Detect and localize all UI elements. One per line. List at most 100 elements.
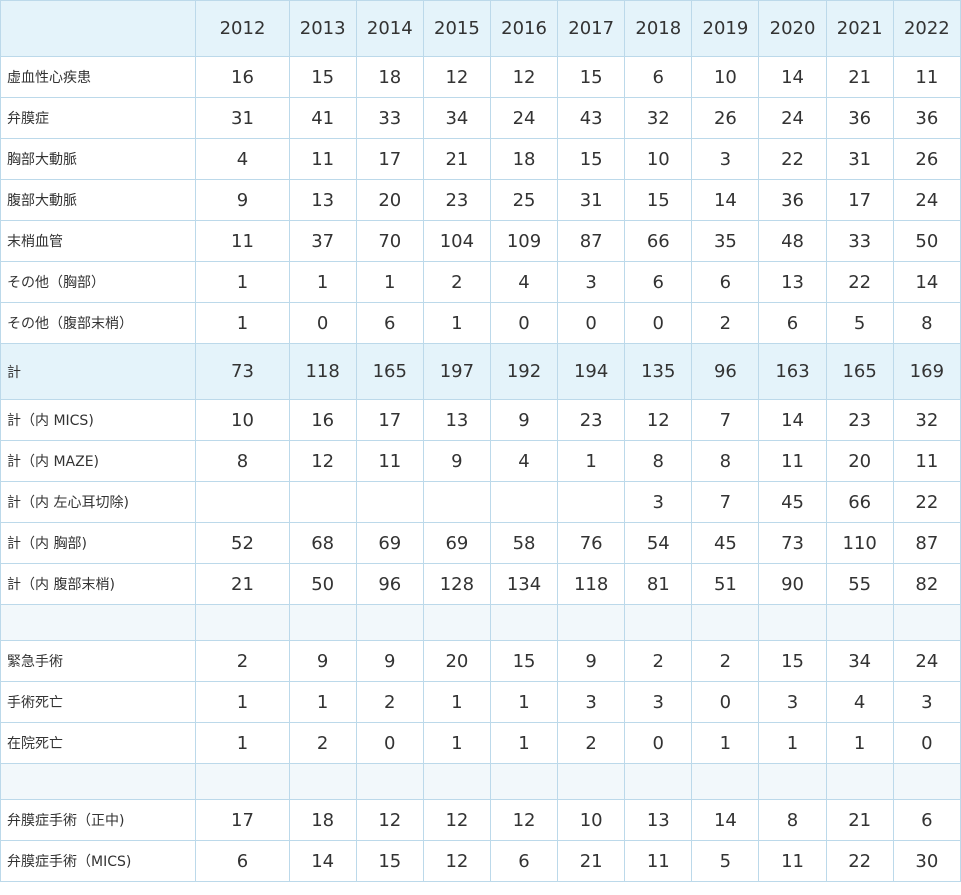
table-cell: 197 [422,343,491,400]
table-cell: 134 [489,563,559,605]
table-cell [422,763,491,800]
table-cell: 11 [288,138,357,180]
table-cell: 43 [557,97,626,139]
table-cell: 9 [355,640,424,682]
table-cell: 2 [355,681,424,723]
table-cell: 10 [195,399,290,441]
table-cell: 2 [288,722,357,764]
table-cell: 70 [355,220,424,262]
table-cell: 22 [825,261,894,303]
year-header-2014: 2014 [355,0,424,57]
table-cell: 1 [691,722,760,764]
row-label: 腹部大動脈 [0,179,197,221]
table-cell: 25 [489,179,559,221]
table-cell: 30 [892,840,961,882]
table-cell [825,763,894,800]
table-cell: 192 [489,343,559,400]
table-cell: 48 [758,220,827,262]
table-cell: 21 [557,840,626,882]
table-cell: 16 [288,399,357,441]
row-label: その他（胸部） [0,261,197,303]
table-cell: 6 [355,302,424,344]
table-row: 弁膜症手術（正中) 17 18 12 12 12 10 13 14 8 21 6 [0,799,961,841]
row-label: 計 [0,343,197,400]
year-header-2019: 2019 [691,0,760,57]
table-cell: 0 [557,302,626,344]
table-cell: 12 [489,799,559,841]
table-cell: 2 [422,261,491,303]
table-cell: 104 [422,220,491,262]
table-cell: 17 [355,138,424,180]
table-cell: 3 [557,261,626,303]
table-cell: 165 [355,343,424,400]
table-row: 計（内 胸部) 52 68 69 69 58 76 54 45 73 110 87 [0,522,961,564]
table-cell: 96 [355,563,424,605]
table-cell: 128 [422,563,491,605]
table-cell: 0 [691,681,760,723]
table-cell: 15 [489,640,559,682]
table-cell: 1 [288,261,357,303]
table-cell: 14 [758,56,827,98]
corner-header-cell [0,0,197,57]
table-cell: 66 [825,481,894,523]
table-cell: 12 [489,56,559,98]
table-cell: 6 [624,261,693,303]
table-cell: 6 [624,56,693,98]
table-cell: 6 [758,302,827,344]
table-cell: 87 [557,220,626,262]
table-row: 計（内 左心耳切除) 3 7 45 66 22 [0,481,961,523]
table-cell: 2 [691,640,760,682]
table-cell: 135 [624,343,693,400]
table-body: 虚血性心疾患 16 15 18 12 12 15 6 10 14 21 11 弁膜症 31 41 33 34 24… [0,56,961,882]
table-cell [758,604,827,641]
table-row: 弁膜症 31 41 33 34 24 43 32 26 24 36 36 [0,97,961,139]
year-header-2018: 2018 [624,0,693,57]
row-label: その他（腹部末梢） [0,302,197,344]
table-cell [422,604,491,641]
table-cell [355,763,424,800]
table-cell: 1 [195,261,290,303]
table-cell [288,481,357,523]
table-cell: 0 [489,302,559,344]
row-label: 弁膜症手術（正中) [0,799,197,841]
table-cell: 4 [825,681,894,723]
row-label: 計（内 腹部末梢) [0,563,197,605]
table-cell: 11 [758,440,827,482]
table-cell [825,604,894,641]
table-cell: 7 [691,399,760,441]
table-row: その他（腹部末梢） 1 0 6 1 0 0 0 2 6 5 8 [0,302,961,344]
table-cell: 12 [624,399,693,441]
table-cell: 87 [892,522,961,564]
row-label: 在院死亡 [0,722,197,764]
table-cell: 22 [825,840,894,882]
table-cell: 11 [892,56,961,98]
table-cell: 17 [825,179,894,221]
table-cell: 4 [489,261,559,303]
year-header-2020: 2020 [758,0,827,57]
table-cell: 9 [422,440,491,482]
table-cell: 54 [624,522,693,564]
row-label: 計（内 左心耳切除) [0,481,197,523]
table-cell: 9 [557,640,626,682]
table-row: 胸部大動脈 4 11 17 21 18 15 10 3 22 31 26 [0,138,961,180]
table-cell: 90 [758,563,827,605]
table-cell: 14 [691,179,760,221]
table-cell: 109 [489,220,559,262]
table-cell [691,604,760,641]
table-cell: 31 [557,179,626,221]
table-cell: 12 [422,840,491,882]
table-row: 緊急手術 2 9 9 20 15 9 2 2 15 34 24 [0,640,961,682]
table-cell: 50 [892,220,961,262]
table-cell [195,604,290,641]
table-cell: 24 [892,640,961,682]
table-cell [288,763,357,800]
table-cell: 22 [892,481,961,523]
table-cell: 12 [288,440,357,482]
table-cell: 0 [892,722,961,764]
table-row: 虚血性心疾患 16 15 18 12 12 15 6 10 14 21 11 [0,56,961,98]
table-cell: 2 [195,640,290,682]
table-row: 弁膜症手術（MICS) 6 14 15 12 6 21 11 5 11 22 30 [0,840,961,882]
table-cell: 15 [557,56,626,98]
table-cell: 21 [825,799,894,841]
